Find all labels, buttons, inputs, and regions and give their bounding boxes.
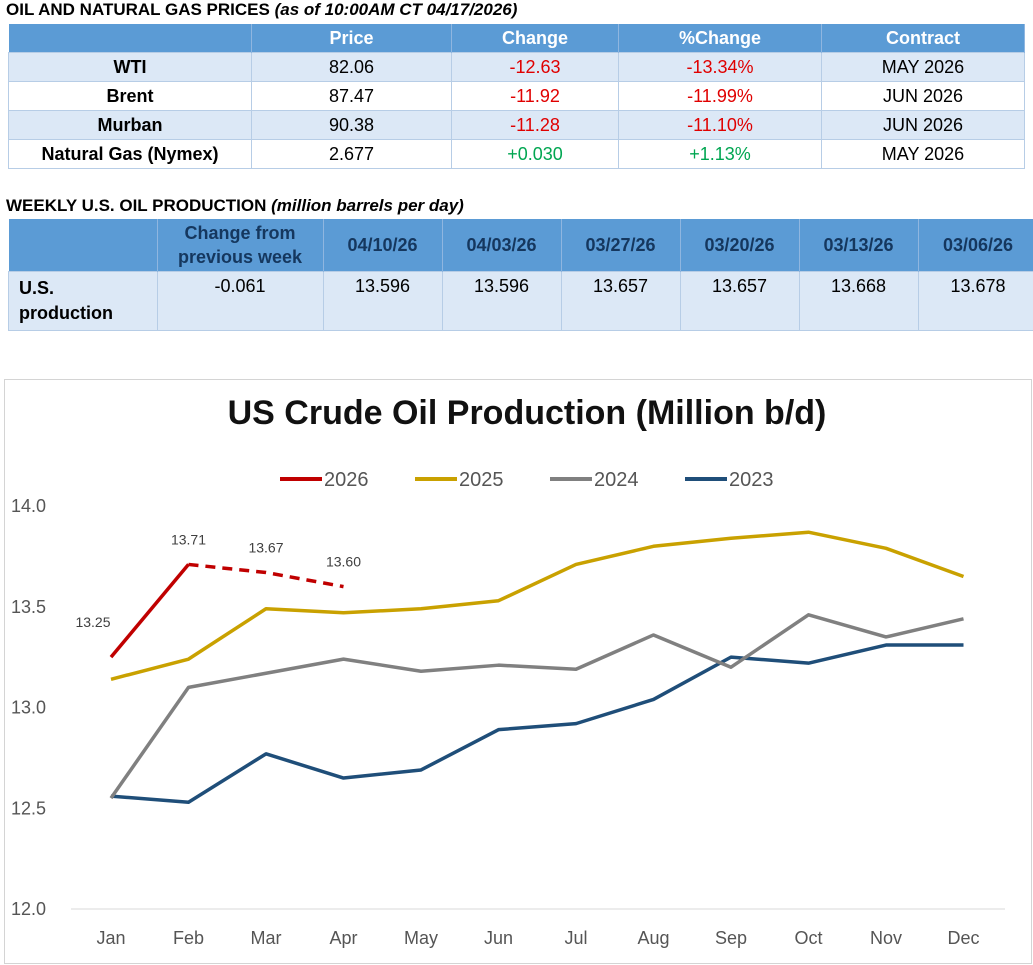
- data-label: 13.25: [75, 614, 110, 630]
- production-header-date: 03/06/26: [918, 219, 1033, 272]
- row-pct: -11.99%: [618, 81, 822, 111]
- y-tick-label: 12.0: [11, 899, 46, 919]
- production-value: 13.668: [798, 271, 919, 331]
- chart-canvas: US Crude Oil Production (Million b/d) 202…: [11, 394, 1005, 948]
- prices-section-title: OIL AND NATURAL GAS PRICES (as of 10:00A…: [6, 0, 517, 20]
- production-subtitle-text: (million barrels per day): [271, 196, 464, 215]
- row-price: 2.677: [251, 139, 452, 169]
- row-name: Natural Gas (Nymex): [8, 139, 252, 169]
- production-chart: US Crude Oil Production (Million b/d) 202…: [4, 379, 1032, 964]
- y-tick-label: 14.0: [11, 496, 46, 516]
- production-header-date: 03/27/26: [561, 219, 681, 272]
- row-name: WTI: [8, 52, 252, 82]
- production-header-blank: [8, 219, 158, 272]
- row-change: +0.030: [451, 139, 619, 169]
- production-title-text: WEEKLY U.S. OIL PRODUCTION: [6, 196, 267, 215]
- row-name: Murban: [8, 110, 252, 140]
- production-header-date: 04/03/26: [442, 219, 562, 272]
- series-line-2026-solid: [109, 563, 190, 659]
- y-tick-label: 12.5: [11, 798, 46, 818]
- table-row: Brent 87.47 -11.92 -11.99% JUN 2026: [8, 81, 1025, 111]
- prices-header-blank: [8, 24, 252, 53]
- production-value: -0.061: [156, 271, 324, 331]
- row-price: 87.47: [251, 81, 452, 111]
- x-tick-label: Mar: [251, 928, 282, 948]
- production-header-date: 03/20/26: [680, 219, 800, 272]
- data-label: 13.60: [326, 554, 361, 570]
- production-value: 13.678: [917, 271, 1033, 331]
- row-contract: MAY 2026: [821, 139, 1025, 169]
- production-header-date: 04/10/26: [323, 219, 443, 272]
- y-tick-label: 13.5: [11, 597, 46, 617]
- series-line-2026-dashed: [188, 562, 344, 589]
- row-change: -11.92: [451, 81, 619, 111]
- prices-header-row: Price Change %Change Contract: [8, 24, 1025, 53]
- series-line-2024: [109, 613, 964, 800]
- production-value: 13.657: [679, 271, 800, 331]
- production-section-title: WEEKLY U.S. OIL PRODUCTION (million barr…: [6, 196, 464, 216]
- production-value: 13.596: [441, 271, 562, 331]
- legend-label-2026: 2026: [324, 469, 369, 491]
- series-line-2025: [110, 530, 965, 681]
- prices-header-pct: %Change: [618, 24, 822, 53]
- x-tick-label: May: [404, 928, 438, 948]
- production-header-change: Change from previous week: [157, 219, 324, 272]
- x-tick-label: Apr: [329, 928, 357, 948]
- row-pct: -13.34%: [618, 52, 822, 82]
- row-contract: MAY 2026: [821, 52, 1025, 82]
- table-row: WTI 82.06 -12.63 -13.34% MAY 2026: [8, 52, 1025, 82]
- row-change: -11.28: [451, 110, 619, 140]
- x-tick-label: Dec: [947, 928, 979, 948]
- data-label: 13.71: [171, 531, 206, 547]
- row-price: 90.38: [251, 110, 452, 140]
- prices-table: Price Change %Change Contract WTI 82.06 …: [8, 24, 1025, 169]
- row-price: 82.06: [251, 52, 452, 82]
- table-row: Natural Gas (Nymex) 2.677 +0.030 +1.13% …: [8, 139, 1025, 169]
- row-contract: JUN 2026: [821, 81, 1025, 111]
- production-row-label: U.S. production: [8, 271, 158, 331]
- x-tick-label: Feb: [173, 928, 204, 948]
- legend-label-2024: 2024: [594, 469, 639, 491]
- production-table: Change from previous week 04/10/26 04/03/…: [8, 219, 1033, 331]
- prices-title-text: OIL AND NATURAL GAS PRICES: [6, 0, 270, 19]
- legend-label-2023: 2023: [729, 469, 774, 491]
- prices-header-contract: Contract: [821, 24, 1025, 53]
- production-value: 13.596: [322, 271, 443, 331]
- legend-label-2025: 2025: [459, 469, 504, 491]
- x-tick-label: Jun: [484, 928, 513, 948]
- x-tick-label: Jan: [96, 928, 125, 948]
- x-tick-label: Oct: [794, 928, 822, 948]
- y-tick-label: 13.0: [11, 698, 46, 718]
- prices-subtitle-text: (as of 10:00AM CT 04/17/2026): [274, 0, 518, 19]
- x-tick-label: Jul: [564, 928, 587, 948]
- prices-header-change: Change: [451, 24, 619, 53]
- row-change: -12.63: [451, 52, 619, 82]
- row-name: Brent: [8, 81, 252, 111]
- x-tick-label: Sep: [715, 928, 747, 948]
- production-value: 13.657: [560, 271, 681, 331]
- row-pct: -11.10%: [618, 110, 822, 140]
- row-pct: +1.13%: [618, 139, 822, 169]
- table-row: Murban 90.38 -11.28 -11.10% JUN 2026: [8, 110, 1025, 140]
- production-header-date: 03/13/26: [799, 219, 919, 272]
- series-line-2023: [110, 643, 964, 804]
- prices-header-price: Price: [251, 24, 452, 53]
- data-label: 13.67: [248, 539, 283, 555]
- row-contract: JUN 2026: [821, 110, 1025, 140]
- chart-title: US Crude Oil Production (Million b/d): [228, 394, 827, 432]
- x-tick-label: Nov: [870, 928, 902, 948]
- table-row: U.S. production -0.061 13.596 13.596 13.6…: [8, 271, 1033, 331]
- production-header-row: Change from previous week 04/10/26 04/03/…: [8, 219, 1033, 272]
- x-tick-label: Aug: [637, 928, 669, 948]
